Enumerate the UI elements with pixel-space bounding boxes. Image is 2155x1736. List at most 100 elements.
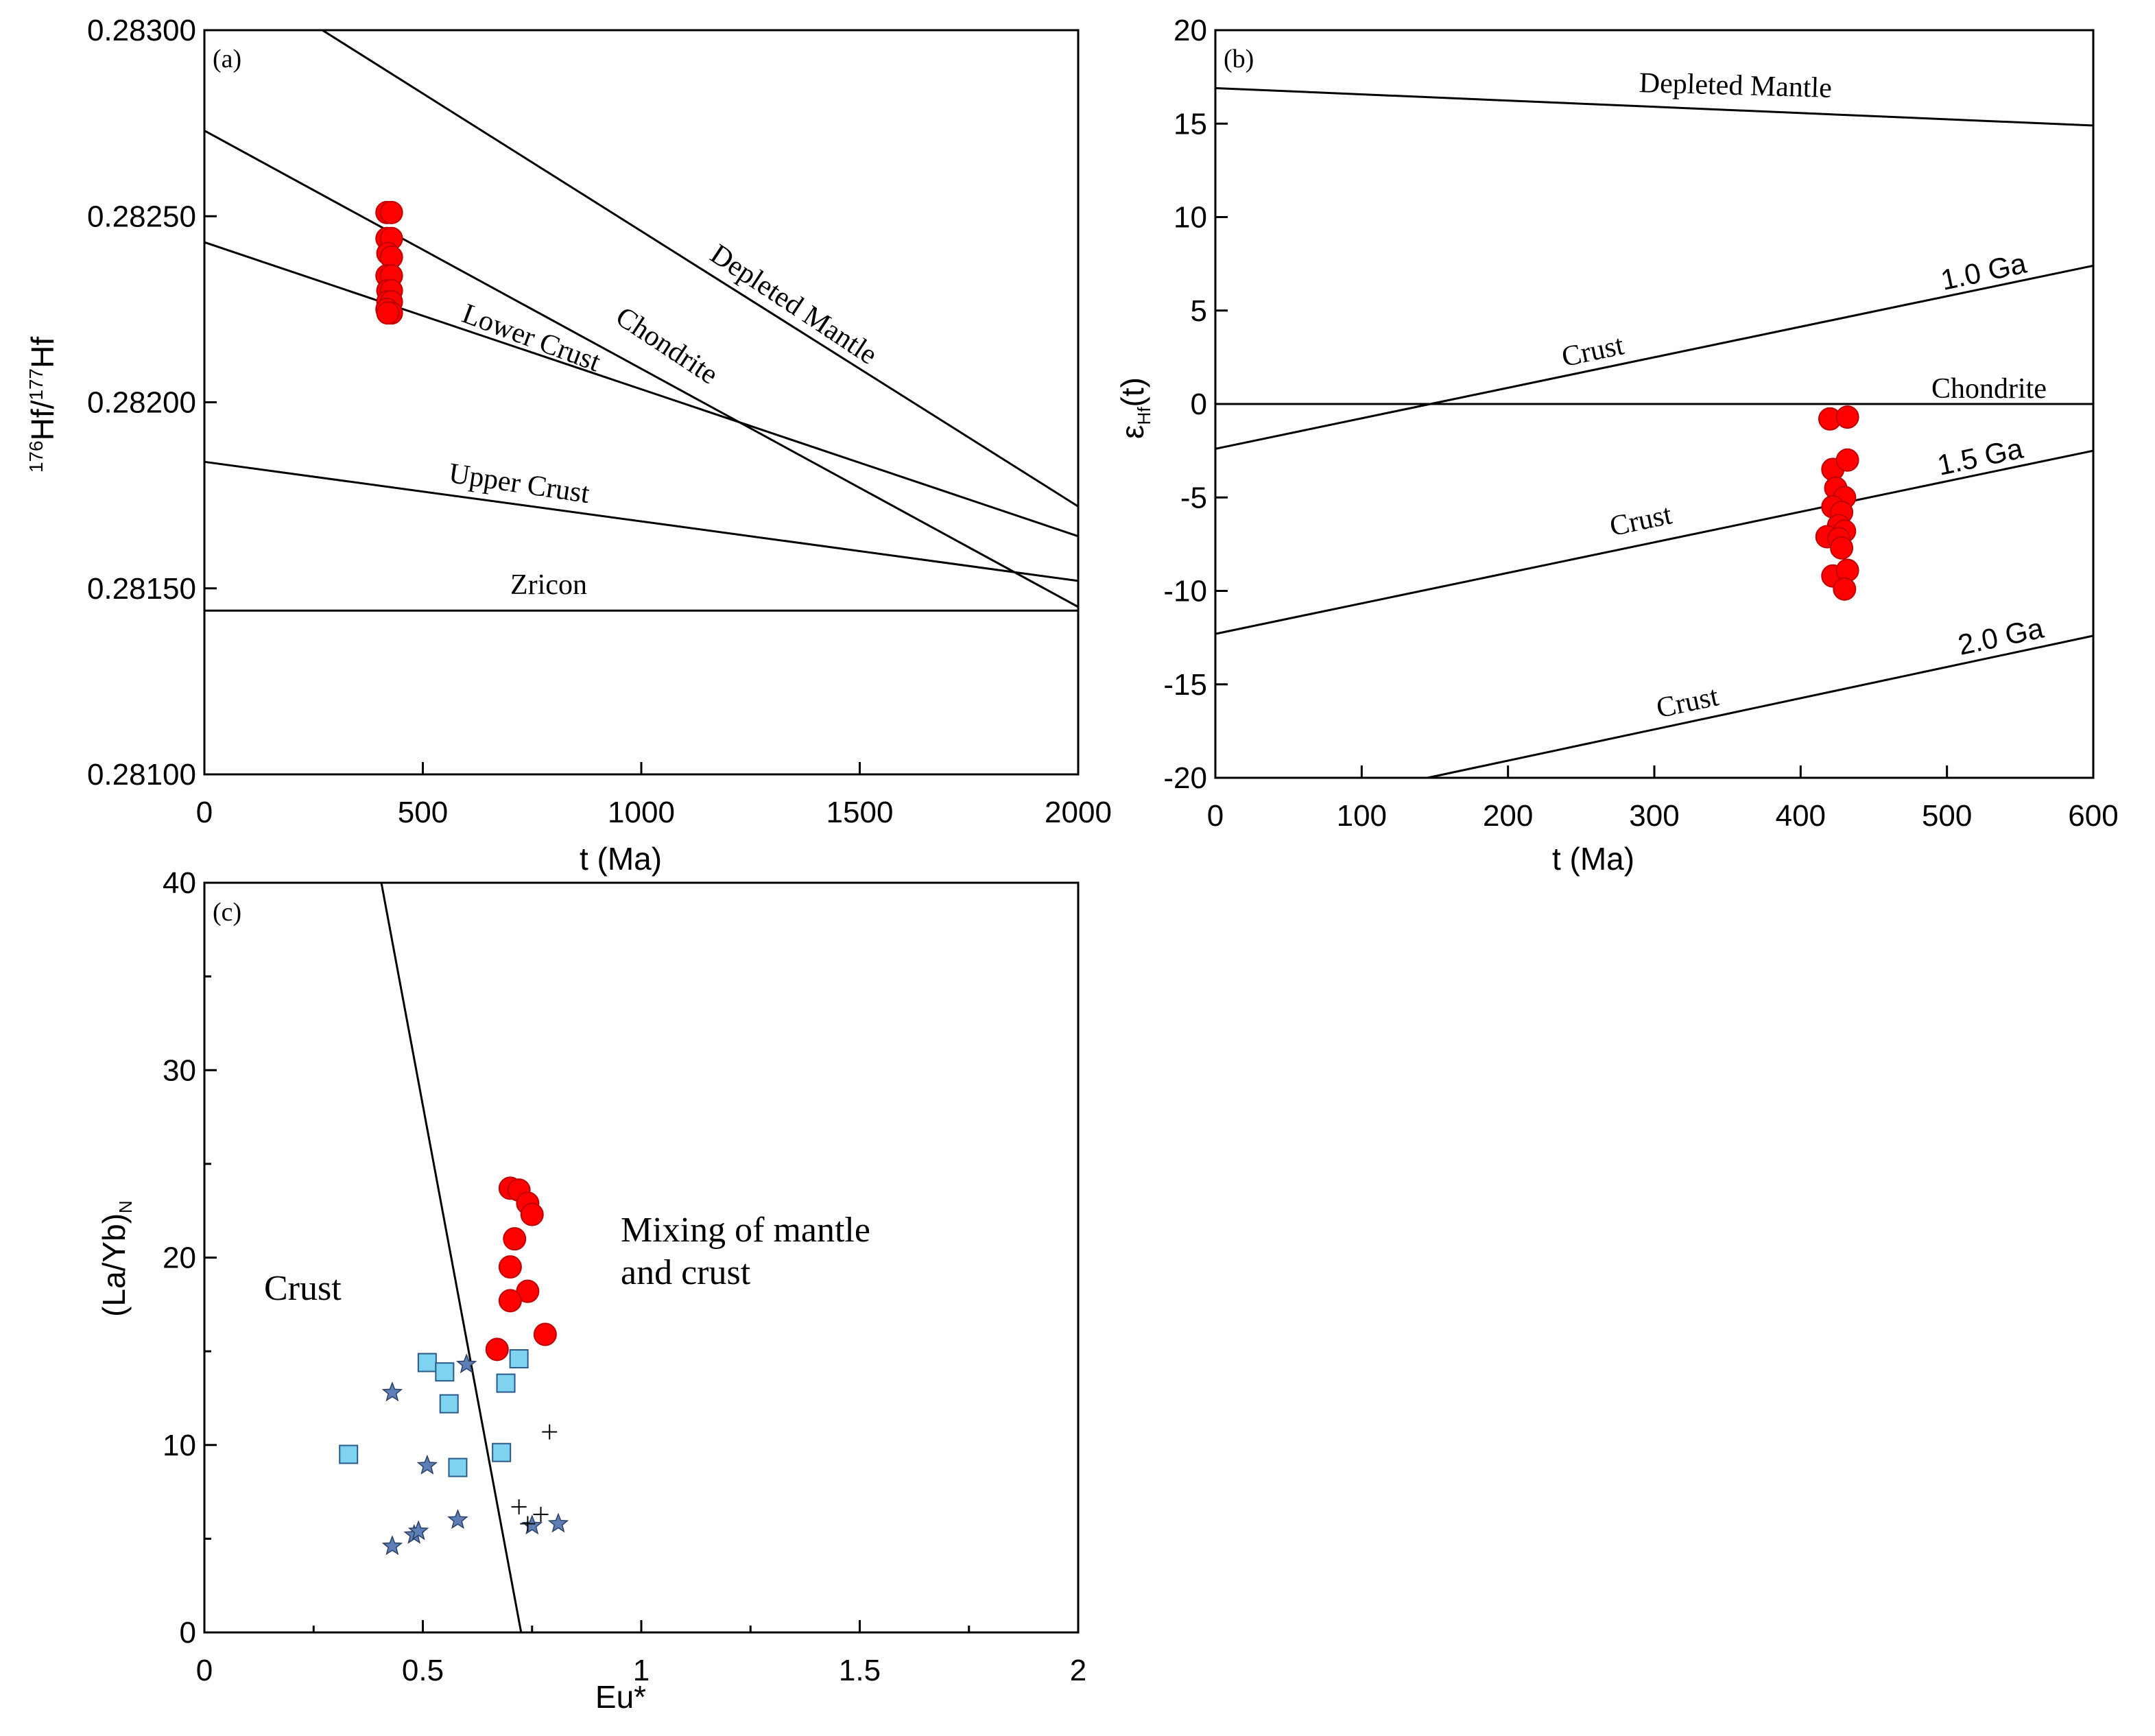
ylabel-c-sub: N <box>115 1200 136 1213</box>
y-tick-label: 40 <box>163 866 196 900</box>
x-tick-label: 1000 <box>608 796 675 829</box>
y-tick-label: 0.28300 <box>87 14 196 47</box>
curve-1-5-ga-crust <box>1215 449 2094 635</box>
curve-depleted-mantle <box>1215 86 2094 127</box>
sample-circle <box>498 1255 522 1279</box>
y-tick-label: -15 <box>1163 668 1207 702</box>
ylabel-b-eps: ε <box>1115 425 1150 439</box>
ylabel-b-end: (t) <box>1115 377 1150 407</box>
region-label-mixing-line2: and crust <box>621 1253 751 1292</box>
sample-circle <box>503 1227 527 1251</box>
x-tick-label: 300 <box>1629 799 1679 833</box>
square-marker <box>339 1444 359 1464</box>
x-tick-label: 100 <box>1337 799 1387 833</box>
y-tick-label: 10 <box>1174 201 1207 235</box>
y-tick-label: -10 <box>1163 575 1207 608</box>
panel-c-label: (c) <box>213 898 241 927</box>
ylabel-a-end: Hf <box>25 337 60 368</box>
ylabel-a-sup2: 177 <box>25 368 47 401</box>
panel-b: 0 100 200 300 400 500 600 -20 -15 -10 -5 0 5 10 15 20 (… <box>1115 14 2119 877</box>
sample-point <box>1830 536 1854 560</box>
panel-b-ylabel: εHf(t) <box>1115 377 1154 439</box>
label-zricon-a: Zricon <box>510 569 587 601</box>
x-tick-label: 600 <box>2068 799 2118 833</box>
curve-chondrite <box>204 130 1079 608</box>
y-tick-label: 15 <box>1174 107 1207 141</box>
star-marker <box>455 1353 477 1374</box>
curve-1-0-ga-crust <box>1215 264 2094 450</box>
panel-b-ticks <box>1214 29 2095 779</box>
sample-circle <box>533 1322 557 1346</box>
star-marker <box>521 1514 543 1535</box>
panel-b-tick-labels: 0 100 200 300 400 500 600 -20 -15 -10 -5 0 5 10 15 20 <box>1163 14 2118 833</box>
y-tick-label: 5 <box>1191 294 1207 328</box>
square-marker <box>448 1458 468 1477</box>
y-tick-label: 0.28200 <box>87 386 196 420</box>
curve-upper-crust <box>204 460 1079 582</box>
y-tick-label: 20 <box>163 1241 196 1275</box>
y-tick-label: 0 <box>180 1616 196 1650</box>
panel-c-ticks <box>203 881 1080 1634</box>
panel-c-divider <box>380 882 523 1633</box>
x-tick-label: 0 <box>196 796 213 829</box>
curve-lower-crust <box>204 241 1079 538</box>
panel-b-points <box>1815 405 1859 601</box>
y-tick-label: 20 <box>1174 14 1207 47</box>
y-tick-label: 0.28150 <box>87 572 196 606</box>
y-tick-label: 30 <box>163 1054 196 1087</box>
x-tick-label: 0 <box>1207 799 1224 833</box>
y-tick-label: 0.28100 <box>87 758 196 792</box>
panel-b-curves <box>1215 86 2094 779</box>
panel-a-points <box>375 200 403 325</box>
sample-point <box>379 200 403 224</box>
panel-a-ticks <box>203 29 1080 776</box>
label-upper-crust-a: Upper Crust <box>447 457 591 510</box>
star-marker <box>381 1381 403 1402</box>
crust-mixing-divider <box>380 882 523 1633</box>
star-marker <box>381 1535 403 1556</box>
panel-a-curves <box>204 29 1079 612</box>
square-marker <box>439 1394 459 1414</box>
x-tick-label: 500 <box>1922 799 1972 833</box>
label-chondrite-a: Chondrite <box>610 301 723 391</box>
y-tick-label: 10 <box>163 1429 196 1462</box>
square-marker <box>492 1442 512 1462</box>
panel-a-frame <box>203 29 1080 776</box>
y-tick-label: 0 <box>1191 388 1207 421</box>
label-chondrite-b: Chondrite <box>1931 373 2047 405</box>
panel-a-label: (a) <box>213 45 241 73</box>
y-tick-label: -20 <box>1163 761 1207 795</box>
sample-point <box>376 301 400 325</box>
x-tick-label: 1 <box>633 1654 650 1687</box>
cross-marker <box>520 1516 536 1532</box>
ylabel-a-sup1: 176 <box>25 440 47 473</box>
y-tick-label: 0.28250 <box>87 200 196 233</box>
sample-circle <box>485 1337 509 1362</box>
x-tick-label: 0.5 <box>402 1654 444 1687</box>
sample-point <box>1833 577 1857 601</box>
ylabel-b-sub: Hf <box>1134 407 1154 425</box>
panel-a-xlabel: t (Ma) <box>580 841 662 877</box>
x-tick-label: 500 <box>398 796 448 829</box>
panel-c-points <box>339 1176 569 1556</box>
label-depleted-mantle-b: Depleted Mantle <box>1639 67 1832 104</box>
cross-marker <box>533 1506 549 1522</box>
x-tick-label: 1.5 <box>839 1654 881 1687</box>
panel-a-tick-labels: 0 500 1000 1500 2000 0.28100 0.28150 0.28200 0.2… <box>87 14 1112 829</box>
sample-circle <box>520 1202 544 1226</box>
panel-a-ylabel: 176Hf/177Hf <box>25 337 60 473</box>
region-label-crust: Crust <box>264 1269 342 1308</box>
cross-marker <box>511 1499 527 1514</box>
x-tick-label: 400 <box>1776 799 1826 833</box>
curve-depleted-mantle <box>322 29 1079 508</box>
x-tick-label: 200 <box>1483 799 1533 833</box>
panel-b-xlabel: t (Ma) <box>1552 841 1634 877</box>
ylabel-a-mid: Hf/ <box>25 400 60 440</box>
y-tick-label: -5 <box>1180 481 1207 514</box>
star-marker <box>407 1520 429 1541</box>
panel-b-label: (b) <box>1224 45 1254 73</box>
label-depleted-mantle-a: Depleted Mantle <box>704 238 883 370</box>
cross-marker <box>542 1424 558 1440</box>
